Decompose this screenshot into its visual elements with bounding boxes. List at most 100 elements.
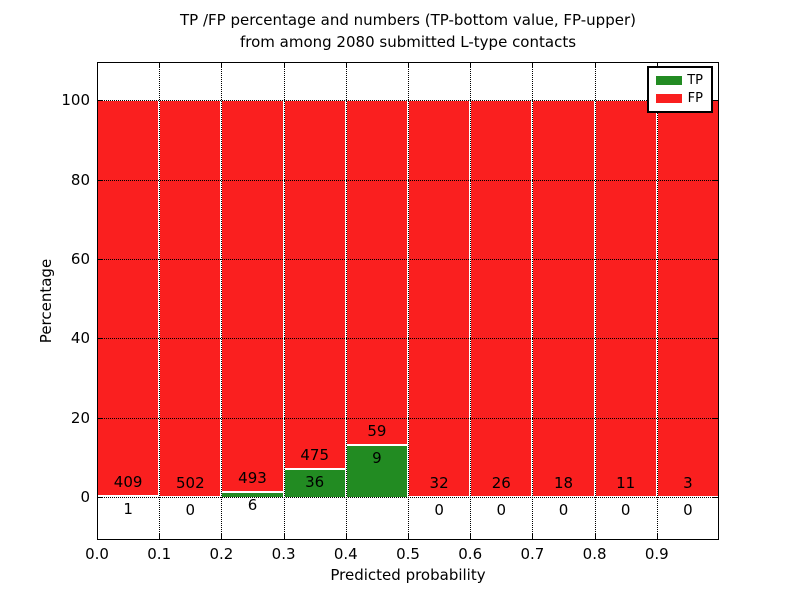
y-tick-mark	[97, 179, 103, 181]
tp-count-label: 0	[620, 501, 631, 520]
y-tick-label: 0	[80, 488, 90, 507]
tp-count-label: 0	[434, 501, 444, 520]
fp-bar	[470, 100, 533, 498]
fp-bar	[408, 100, 471, 498]
gridline-vertical	[656, 62, 658, 540]
x-tick-mark	[594, 62, 596, 68]
gridline-vertical	[221, 62, 223, 540]
x-tick-mark	[159, 62, 161, 68]
tp-bar	[345, 444, 408, 498]
x-tick-label: 0.6	[458, 545, 483, 563]
gridline-horizontal	[97, 100, 719, 102]
fp-count-label: 493	[238, 469, 267, 488]
plot-area: TP FP 409 1 502 0 493 6 475 36 59 9 32 0 26 0 18 0 11 0 3 0	[97, 62, 719, 540]
chart-title: TP /FP percentage and numbers (TP-bottom…	[97, 9, 719, 53]
x-tick-mark	[594, 534, 596, 540]
gridline-vertical	[283, 62, 285, 540]
fp-bar	[345, 100, 408, 445]
legend-label-fp: FP	[687, 90, 703, 106]
y-tick-mark	[97, 338, 103, 340]
x-tick-mark	[656, 62, 658, 68]
y-tick-label: 60	[70, 249, 90, 268]
x-tick-label: 0.4	[333, 545, 358, 563]
y-tick-mark	[713, 258, 719, 260]
x-tick-mark	[159, 534, 161, 540]
x-tick-label: 0.2	[209, 545, 234, 563]
tp-count-label: 36	[305, 473, 325, 492]
gridline-vertical	[470, 62, 472, 540]
legend-entry-tp: TP	[656, 72, 703, 88]
y-tick-mark	[713, 338, 719, 340]
tp-count-label: 0	[558, 501, 569, 520]
gridline-horizontal	[97, 179, 719, 181]
x-tick-mark	[283, 534, 285, 540]
fp-bar	[97, 100, 160, 497]
fp-bar	[594, 100, 657, 498]
fp-count-label: 475	[300, 446, 330, 465]
x-tick-mark	[345, 62, 347, 68]
x-tick-mark	[345, 534, 347, 540]
tp-count-label: 9	[372, 448, 382, 467]
y-tick-mark	[713, 417, 719, 419]
chart-title-line2: from among 2080 submitted L-type contact…	[239, 33, 577, 51]
y-tick-mark	[713, 100, 719, 102]
x-tick-mark	[656, 534, 658, 540]
gridline-horizontal	[97, 258, 719, 260]
tp-count-label: 1	[123, 500, 133, 519]
x-tick-label: 0.3	[271, 545, 296, 563]
gridline-vertical	[345, 62, 347, 540]
fp-count-label: 26	[491, 474, 511, 493]
x-tick-mark	[470, 534, 472, 540]
chart-title-line1: TP /FP percentage and numbers (TP-bottom…	[180, 11, 636, 29]
x-tick-mark	[283, 62, 285, 68]
x-tick-label: 0.0	[85, 545, 109, 563]
x-tick-label: 0.5	[396, 545, 420, 563]
y-tick-mark	[97, 417, 103, 419]
legend-entry-fp: FP	[656, 90, 703, 106]
legend-swatch-tp	[656, 76, 682, 85]
fp-count-label: 59	[367, 421, 387, 440]
x-tick-mark	[470, 62, 472, 68]
x-tick-mark	[532, 534, 534, 540]
fp-bar	[532, 100, 595, 498]
x-tick-label: 0.9	[644, 545, 669, 563]
x-tick-label: 0.8	[582, 545, 607, 563]
fp-count-label: 18	[553, 474, 574, 493]
gridline-horizontal	[97, 417, 719, 419]
y-tick-label: 40	[70, 329, 90, 348]
gridline-horizontal	[97, 338, 719, 340]
y-tick-mark	[97, 497, 103, 499]
tp-count-label: 0	[496, 501, 507, 520]
tp-count-label: 0	[185, 501, 196, 520]
x-tick-mark	[408, 534, 409, 540]
fp-count-label: 32	[429, 474, 449, 493]
fp-count-label: 409	[113, 473, 143, 492]
x-tick-label: 0.7	[520, 545, 545, 563]
x-tick-mark	[532, 62, 534, 68]
x-tick-mark	[221, 534, 223, 540]
legend-swatch-fp	[656, 94, 682, 103]
fp-bar	[159, 100, 222, 498]
fp-bar	[283, 100, 346, 470]
tp-count-label: 6	[247, 496, 258, 515]
y-tick-mark	[97, 100, 103, 102]
y-tick-mark	[97, 258, 103, 260]
gridline-horizontal	[97, 497, 719, 499]
x-tick-mark	[221, 62, 223, 68]
legend: TP FP	[647, 66, 713, 113]
x-tick-label: 0.1	[147, 545, 172, 563]
y-tick-label: 80	[70, 170, 90, 189]
fp-count-label: 11	[616, 474, 636, 493]
gridline-vertical	[532, 62, 534, 540]
gridline-vertical	[594, 62, 596, 540]
fp-count-label: 502	[175, 474, 205, 493]
y-tick-mark	[713, 179, 719, 181]
gridline-vertical	[159, 62, 161, 540]
x-axis-label: Predicted probability	[330, 566, 486, 584]
fp-bar	[656, 100, 719, 498]
fp-count-label: 3	[683, 474, 693, 493]
y-tick-label: 20	[70, 408, 90, 427]
legend-label-tp: TP	[687, 72, 703, 88]
gridline-vertical	[408, 62, 409, 540]
